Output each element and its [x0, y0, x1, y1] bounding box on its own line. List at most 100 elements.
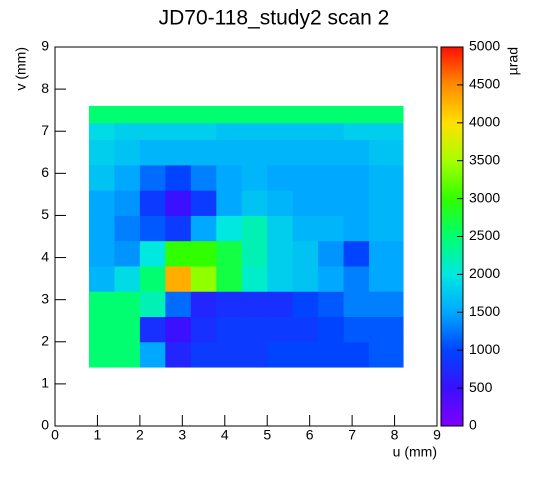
- heat-cell: [267, 240, 294, 267]
- heat-cell: [114, 240, 141, 267]
- heat-cell: [241, 139, 268, 166]
- heat-cell: [292, 265, 319, 292]
- y-axis-label: v (mm): [13, 47, 29, 91]
- heat-cell: [369, 240, 404, 267]
- heat-cell: [318, 341, 345, 368]
- heat-cell: [241, 215, 268, 242]
- heat-cell: [267, 190, 294, 216]
- heat-cell: [114, 316, 141, 343]
- y-tick-label: 3: [41, 290, 49, 306]
- heat-cell: [267, 105, 294, 124]
- heat-cell: [165, 240, 192, 267]
- heat-cell: [190, 240, 217, 267]
- x-tick-label: 5: [263, 427, 271, 443]
- heat-cell: [241, 240, 268, 267]
- heat-cell: [190, 316, 217, 343]
- heat-cell: [88, 265, 115, 292]
- heat-cell: [241, 341, 268, 368]
- heat-cell: [216, 265, 243, 292]
- colorbar-tick-label: 3500: [469, 151, 500, 167]
- heat-cell: [88, 164, 115, 191]
- colorbar-tick-label: 0: [469, 417, 477, 433]
- heat-cell: [343, 139, 370, 166]
- heat-cell: [216, 215, 243, 242]
- colorbar-tick-label: 500: [469, 379, 493, 395]
- x-tick-label: 4: [221, 427, 229, 443]
- heat-cell: [165, 291, 192, 318]
- heat-cell: [190, 341, 217, 368]
- y-tick-label: 6: [41, 164, 49, 180]
- x-tick-label: 8: [391, 427, 399, 443]
- heat-cell: [369, 139, 404, 166]
- heat-cell: [241, 291, 268, 318]
- heat-cell: [190, 265, 217, 292]
- heat-cell: [292, 122, 319, 141]
- heat-cell: [216, 291, 243, 318]
- y-tick-label: 5: [41, 206, 49, 222]
- heat-cell: [241, 105, 268, 124]
- heat-cell: [139, 265, 166, 292]
- heat-cell: [369, 265, 404, 292]
- heat-cell: [343, 122, 370, 141]
- heat-cell: [165, 164, 192, 191]
- colorbar-tick-label: 4500: [469, 76, 500, 92]
- heat-cell: [292, 190, 319, 216]
- heat-cell: [139, 190, 166, 216]
- x-tick-label: 7: [348, 427, 356, 443]
- heat-cell: [343, 291, 370, 318]
- heat-cell: [292, 139, 319, 166]
- heat-cell: [343, 240, 370, 267]
- x-tick-label: 6: [306, 427, 314, 443]
- heat-cell: [88, 105, 115, 124]
- heat-cell: [114, 341, 141, 368]
- heat-cell: [114, 265, 141, 292]
- heat-cell: [190, 105, 217, 124]
- y-tick-label: 8: [41, 80, 49, 96]
- heat-cell: [369, 341, 404, 368]
- heat-cell: [165, 105, 192, 124]
- heat-cell: [165, 316, 192, 343]
- heat-cell: [369, 105, 404, 124]
- heat-cell: [318, 164, 345, 191]
- heat-cell: [343, 265, 370, 292]
- heat-cell: [114, 215, 141, 242]
- colorbar-tick-label: 2500: [469, 227, 500, 243]
- heat-cell: [216, 240, 243, 267]
- heat-cell: [190, 164, 217, 191]
- heat-cell: [369, 190, 404, 216]
- heat-cell: [139, 291, 166, 318]
- heat-cell: [216, 164, 243, 191]
- heat-cell: [88, 291, 115, 318]
- heat-cell: [267, 341, 294, 368]
- heat-cell: [267, 164, 294, 191]
- heat-cell: [139, 139, 166, 166]
- heat-cell: [343, 164, 370, 191]
- heat-cell: [369, 316, 404, 343]
- heat-cell: [292, 291, 319, 318]
- heat-cell: [216, 341, 243, 368]
- heat-cell: [369, 164, 404, 191]
- heat-cell: [114, 291, 141, 318]
- heat-cell: [165, 341, 192, 368]
- heat-cell: [267, 215, 294, 242]
- heat-cell: [139, 105, 166, 124]
- heat-cell: [114, 164, 141, 191]
- heat-cell: [216, 139, 243, 166]
- x-tick-label: 1: [94, 427, 102, 443]
- y-tick-label: 0: [41, 417, 49, 433]
- heat-cell: [318, 240, 345, 267]
- heat-cell: [292, 105, 319, 124]
- heat-cell: [88, 316, 115, 343]
- x-axis-label: u (mm): [393, 444, 437, 460]
- y-tick-label: 9: [41, 38, 49, 54]
- heat-cell: [114, 139, 141, 166]
- heat-cell: [267, 291, 294, 318]
- heat-cell: [165, 265, 192, 292]
- heat-cell: [267, 122, 294, 141]
- x-tick-label: 3: [178, 427, 186, 443]
- heat-cell: [343, 215, 370, 242]
- heat-cell: [292, 341, 319, 368]
- heat-cell: [190, 139, 217, 166]
- heat-cell: [292, 316, 319, 343]
